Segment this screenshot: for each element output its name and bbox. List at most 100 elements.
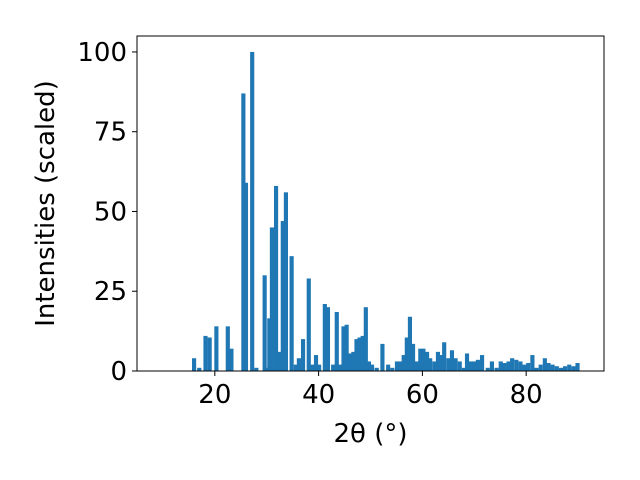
bar bbox=[351, 351, 356, 371]
bar bbox=[344, 324, 349, 371]
bar bbox=[317, 364, 322, 371]
bar bbox=[273, 185, 279, 371]
bar bbox=[554, 366, 559, 371]
bar bbox=[421, 348, 426, 371]
bar bbox=[380, 343, 385, 371]
y-tick-label: 25 bbox=[94, 277, 127, 307]
bar bbox=[485, 367, 490, 371]
bar bbox=[530, 355, 535, 371]
y-tick-label: 50 bbox=[94, 197, 127, 227]
bar bbox=[300, 339, 306, 371]
bar bbox=[407, 316, 413, 371]
bar bbox=[442, 342, 447, 371]
y-tick-label: 0 bbox=[110, 357, 127, 387]
bar bbox=[289, 256, 294, 371]
bar bbox=[567, 364, 572, 371]
bar bbox=[254, 367, 259, 371]
bar bbox=[283, 192, 288, 371]
bar bbox=[250, 51, 255, 371]
bar bbox=[207, 337, 212, 371]
bar bbox=[262, 275, 267, 371]
y-tick-label: 100 bbox=[77, 38, 127, 68]
bar bbox=[369, 364, 375, 371]
x-axis-ticks: 20 40 60 80 bbox=[198, 371, 543, 410]
bar bbox=[310, 364, 315, 371]
bar bbox=[354, 339, 359, 371]
bar bbox=[398, 361, 403, 371]
y-tick-label: 75 bbox=[94, 118, 127, 148]
bar bbox=[334, 311, 339, 371]
bar bbox=[526, 363, 531, 371]
bar bbox=[534, 367, 539, 371]
bar bbox=[347, 353, 352, 371]
bar bbox=[453, 358, 458, 371]
bar bbox=[542, 358, 547, 371]
bar bbox=[214, 326, 219, 371]
bar bbox=[538, 364, 543, 371]
bar bbox=[514, 359, 519, 371]
bar bbox=[424, 351, 430, 371]
bar bbox=[468, 361, 473, 371]
bar bbox=[374, 367, 379, 371]
bar bbox=[472, 361, 477, 371]
bar bbox=[558, 367, 564, 371]
bar bbox=[546, 363, 551, 371]
bar bbox=[386, 364, 391, 371]
bar bbox=[264, 367, 269, 371]
bar bbox=[410, 343, 416, 371]
x-tick-label: 40 bbox=[302, 380, 335, 410]
bar bbox=[277, 351, 282, 371]
bar bbox=[197, 367, 202, 371]
bar bbox=[241, 93, 246, 372]
bar bbox=[418, 348, 423, 371]
bar bbox=[502, 363, 507, 371]
bar bbox=[341, 326, 346, 371]
y-axis-label: Intensities (scaled) bbox=[31, 80, 61, 327]
bar bbox=[269, 227, 274, 371]
bar bbox=[563, 366, 568, 371]
bar bbox=[446, 358, 451, 371]
bar bbox=[394, 361, 400, 371]
bar bbox=[464, 353, 470, 371]
bar bbox=[296, 358, 301, 371]
bars-layer bbox=[192, 51, 580, 372]
bar bbox=[360, 335, 365, 371]
bar bbox=[522, 364, 527, 371]
bar bbox=[404, 337, 409, 371]
bar bbox=[479, 355, 485, 371]
bar bbox=[366, 361, 372, 371]
bar bbox=[550, 364, 555, 371]
bar bbox=[363, 307, 368, 371]
bar bbox=[494, 367, 499, 371]
bar bbox=[280, 221, 285, 371]
x-tick-label: 20 bbox=[198, 380, 231, 410]
bar bbox=[575, 363, 580, 371]
bar bbox=[192, 358, 197, 371]
bar bbox=[449, 350, 455, 371]
bar bbox=[306, 278, 311, 371]
bar bbox=[313, 355, 319, 371]
bar bbox=[571, 366, 576, 371]
bar bbox=[401, 355, 406, 371]
bar bbox=[438, 355, 444, 371]
y-axis-ticks: 0 25 50 75 100 bbox=[77, 38, 137, 387]
x-tick-label: 80 bbox=[510, 380, 543, 410]
bar bbox=[475, 359, 480, 371]
bar bbox=[518, 361, 523, 371]
bar bbox=[390, 367, 395, 371]
bar bbox=[267, 318, 272, 371]
bar bbox=[506, 361, 511, 371]
bar bbox=[338, 364, 343, 371]
x-tick-label: 60 bbox=[406, 380, 439, 410]
bar bbox=[357, 337, 362, 371]
bar bbox=[489, 361, 494, 371]
bar bbox=[414, 361, 419, 371]
bar bbox=[510, 358, 515, 371]
bar bbox=[435, 351, 441, 371]
plot-frame bbox=[136, 35, 605, 372]
bar bbox=[457, 361, 462, 371]
bar bbox=[325, 307, 331, 371]
bar bbox=[428, 358, 433, 371]
bar bbox=[322, 304, 327, 371]
